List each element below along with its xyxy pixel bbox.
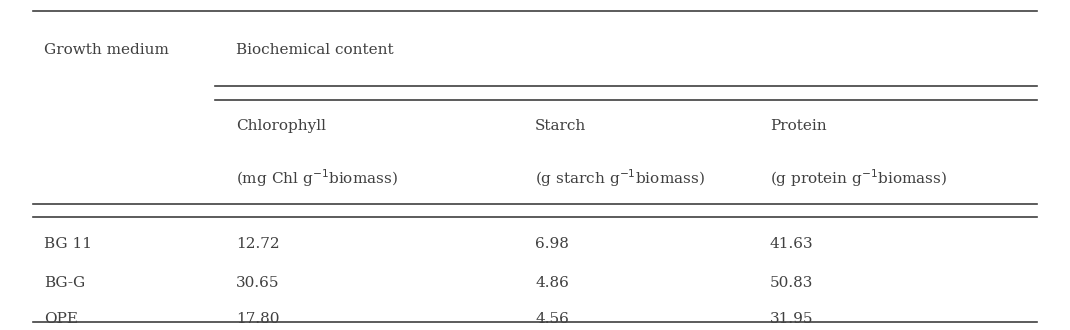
Text: OPE: OPE [44,312,78,326]
Text: Protein: Protein [769,119,826,133]
Text: 17.80: 17.80 [236,312,279,326]
Text: 50.83: 50.83 [769,276,813,290]
Text: Biochemical content: Biochemical content [236,44,394,57]
Text: Starch: Starch [535,119,586,133]
Text: Growth medium: Growth medium [44,44,169,57]
Text: (mg Chl g$^{-1}$biomass): (mg Chl g$^{-1}$biomass) [236,167,398,189]
Text: 12.72: 12.72 [236,237,279,250]
Text: BG 11: BG 11 [44,237,92,250]
Text: 30.65: 30.65 [236,276,279,290]
Text: BG-G: BG-G [44,276,86,290]
Text: (g protein g$^{-1}$biomass): (g protein g$^{-1}$biomass) [769,167,947,189]
Text: 4.86: 4.86 [535,276,569,290]
Text: 31.95: 31.95 [769,312,813,326]
Text: 41.63: 41.63 [769,237,813,250]
Text: (g starch g$^{-1}$biomass): (g starch g$^{-1}$biomass) [535,167,705,189]
Text: Chlorophyll: Chlorophyll [236,119,326,133]
Text: 4.56: 4.56 [535,312,569,326]
Text: 6.98: 6.98 [535,237,569,250]
